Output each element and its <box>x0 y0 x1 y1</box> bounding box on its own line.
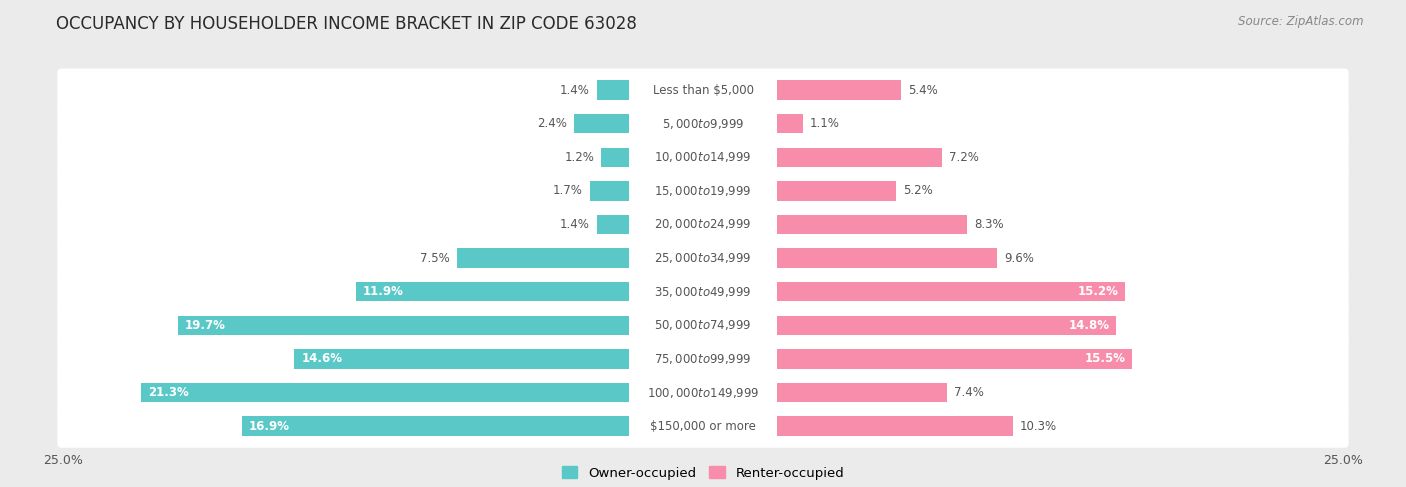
Text: $150,000 or more: $150,000 or more <box>650 420 756 432</box>
FancyBboxPatch shape <box>58 237 1348 280</box>
Text: $10,000 to $14,999: $10,000 to $14,999 <box>654 150 752 164</box>
Bar <box>356 282 628 301</box>
Text: 11.9%: 11.9% <box>363 285 404 298</box>
Text: 1.2%: 1.2% <box>564 151 595 164</box>
Text: 5.2%: 5.2% <box>903 185 934 197</box>
Bar <box>778 383 946 402</box>
Bar <box>457 248 628 268</box>
Bar <box>778 282 1125 301</box>
Bar <box>177 316 628 335</box>
Text: $25,000 to $34,999: $25,000 to $34,999 <box>654 251 752 265</box>
FancyBboxPatch shape <box>58 405 1348 448</box>
Text: 15.2%: 15.2% <box>1077 285 1119 298</box>
Text: 1.1%: 1.1% <box>810 117 839 130</box>
FancyBboxPatch shape <box>58 270 1348 313</box>
Text: 16.9%: 16.9% <box>249 420 290 432</box>
Bar <box>602 148 628 167</box>
Bar <box>778 248 997 268</box>
Text: 7.5%: 7.5% <box>420 252 450 264</box>
Text: 7.2%: 7.2% <box>949 151 979 164</box>
Text: Less than $5,000: Less than $5,000 <box>652 84 754 96</box>
Text: 14.8%: 14.8% <box>1069 319 1109 332</box>
Text: $15,000 to $19,999: $15,000 to $19,999 <box>654 184 752 198</box>
FancyBboxPatch shape <box>58 102 1348 145</box>
Bar <box>778 416 1014 436</box>
Text: Source: ZipAtlas.com: Source: ZipAtlas.com <box>1239 15 1364 28</box>
Bar <box>574 114 628 133</box>
Text: 1.7%: 1.7% <box>553 185 583 197</box>
Bar <box>596 80 628 100</box>
Bar <box>596 215 628 234</box>
Text: 2.4%: 2.4% <box>537 117 567 130</box>
Text: 1.4%: 1.4% <box>560 218 589 231</box>
Bar <box>778 181 897 201</box>
Bar <box>589 181 628 201</box>
Text: $100,000 to $149,999: $100,000 to $149,999 <box>647 386 759 399</box>
Text: 10.3%: 10.3% <box>1021 420 1057 432</box>
FancyBboxPatch shape <box>58 203 1348 246</box>
Text: 5.4%: 5.4% <box>908 84 938 96</box>
Bar <box>778 349 1132 369</box>
Bar <box>778 148 942 167</box>
FancyBboxPatch shape <box>58 69 1348 112</box>
Bar <box>778 80 901 100</box>
Text: $5,000 to $9,999: $5,000 to $9,999 <box>662 117 744 131</box>
Text: $75,000 to $99,999: $75,000 to $99,999 <box>654 352 752 366</box>
FancyBboxPatch shape <box>58 136 1348 179</box>
Text: 8.3%: 8.3% <box>974 218 1004 231</box>
Bar <box>141 383 628 402</box>
FancyBboxPatch shape <box>58 304 1348 347</box>
FancyBboxPatch shape <box>58 169 1348 212</box>
Bar <box>778 114 803 133</box>
Text: OCCUPANCY BY HOUSEHOLDER INCOME BRACKET IN ZIP CODE 63028: OCCUPANCY BY HOUSEHOLDER INCOME BRACKET … <box>56 15 637 33</box>
Text: $20,000 to $24,999: $20,000 to $24,999 <box>654 218 752 231</box>
Text: 7.4%: 7.4% <box>953 386 984 399</box>
Text: $35,000 to $49,999: $35,000 to $49,999 <box>654 285 752 299</box>
Bar <box>778 215 967 234</box>
Text: 9.6%: 9.6% <box>1004 252 1033 264</box>
Legend: Owner-occupied, Renter-occupied: Owner-occupied, Renter-occupied <box>557 461 849 485</box>
Text: 21.3%: 21.3% <box>148 386 188 399</box>
Text: 1.4%: 1.4% <box>560 84 589 96</box>
Bar <box>294 349 628 369</box>
FancyBboxPatch shape <box>58 371 1348 414</box>
FancyBboxPatch shape <box>58 337 1348 380</box>
Text: 19.7%: 19.7% <box>184 319 225 332</box>
Text: 14.6%: 14.6% <box>301 353 342 365</box>
Bar <box>778 316 1116 335</box>
Text: $50,000 to $74,999: $50,000 to $74,999 <box>654 318 752 332</box>
Bar <box>242 416 628 436</box>
Text: 15.5%: 15.5% <box>1084 353 1125 365</box>
